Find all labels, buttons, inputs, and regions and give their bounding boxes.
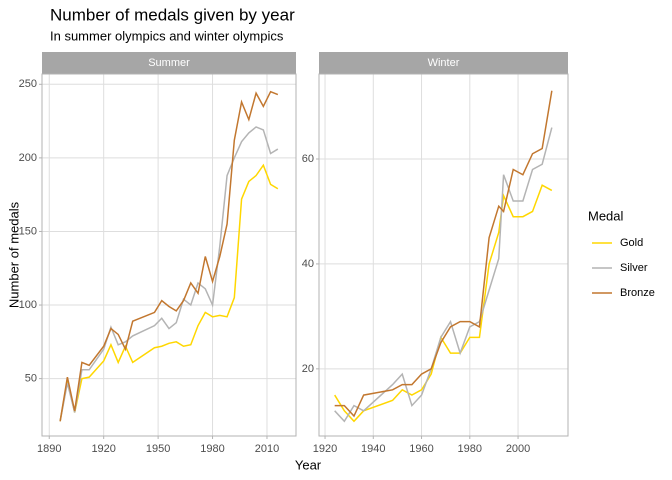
strip-label: Summer bbox=[148, 57, 190, 69]
legend-title: Medal bbox=[588, 208, 624, 223]
x-tick-label: 1890 bbox=[37, 443, 61, 455]
strip bbox=[319, 52, 568, 74]
x-tick-label: 2000 bbox=[506, 443, 530, 455]
panel bbox=[319, 74, 568, 436]
y-tick-label: 50 bbox=[25, 373, 37, 385]
series-line bbox=[59, 90, 279, 422]
legend-label: Bronze bbox=[620, 287, 655, 299]
chart-subtitle: In summer olympics and winter olympics bbox=[50, 28, 284, 43]
x-tick-label: 1960 bbox=[409, 443, 433, 455]
panel-border bbox=[318, 73, 569, 437]
x-tick-label: 1920 bbox=[313, 443, 337, 455]
x-tick-label: 1980 bbox=[458, 443, 482, 455]
legend-label: Silver bbox=[620, 262, 648, 274]
y-tick-label: 150 bbox=[19, 225, 37, 237]
y-tick-label: 40 bbox=[302, 258, 314, 270]
legend-label: Gold bbox=[620, 237, 643, 249]
x-tick-label: 1950 bbox=[146, 443, 170, 455]
chart-title: Number of medals given by year bbox=[50, 5, 295, 24]
y-tick-label: 100 bbox=[19, 299, 37, 311]
series-line bbox=[59, 126, 279, 422]
x-tick-label: 2010 bbox=[255, 443, 279, 455]
y-tick-label: 200 bbox=[19, 152, 37, 164]
x-tick-label: 1920 bbox=[91, 443, 115, 455]
strip-label: Winter bbox=[428, 57, 460, 69]
series-line bbox=[334, 184, 553, 423]
panel-border bbox=[41, 73, 297, 437]
x-tick-label: 1980 bbox=[200, 443, 224, 455]
strip bbox=[42, 52, 296, 74]
y-axis-label: Number of medals bbox=[6, 201, 21, 308]
panel bbox=[42, 74, 296, 436]
y-tick-label: 250 bbox=[19, 78, 37, 90]
series-line bbox=[334, 90, 553, 418]
series-line bbox=[334, 127, 553, 423]
y-tick-label: 20 bbox=[302, 363, 314, 375]
series-line bbox=[59, 163, 279, 422]
x-tick-label: 1940 bbox=[361, 443, 385, 455]
x-axis-label: Year bbox=[295, 457, 322, 472]
y-tick-label: 60 bbox=[302, 153, 314, 165]
